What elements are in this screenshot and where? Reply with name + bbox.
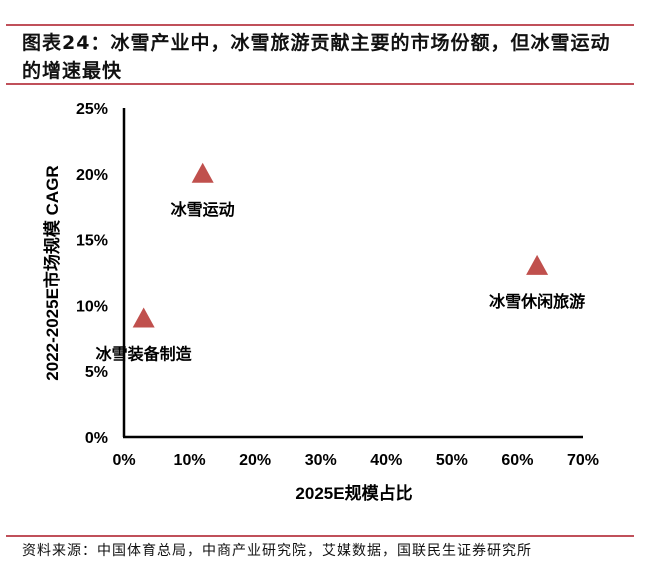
data-label: 冰雪休闲旅游 — [489, 292, 585, 311]
triangle-marker-icon — [191, 162, 214, 183]
data-label: 冰雪装备制造 — [96, 345, 193, 364]
y-tick-label: 5% — [85, 364, 108, 381]
x-tick-labels: 0% 10% 20% 30% 40% 50% 60% 70% — [112, 452, 599, 469]
x-tick-label: 30% — [305, 452, 337, 469]
y-tick-labels: 0% 5% 10% 15% 20% 25% — [76, 101, 108, 447]
x-tick-label: 40% — [370, 452, 402, 469]
x-tick-label: 0% — [112, 452, 135, 469]
source-note: 资料来源：中国体育总局，中商产业研究院，艾媒数据，国联民生证券研究所 — [22, 543, 532, 559]
y-tick-label: 15% — [76, 233, 108, 250]
y-tick-label: 20% — [76, 167, 108, 184]
x-axis-label: 2025E规模占比 — [295, 483, 412, 503]
y-axis-label: 2022-2025E市场规模 CAGR — [42, 165, 62, 380]
triangle-marker-icon — [132, 307, 155, 328]
x-tick-label: 10% — [174, 452, 206, 469]
title-bottom-rule — [6, 83, 634, 85]
x-tick-label: 70% — [567, 452, 599, 469]
chart-title: 图表24：冰雪产业中，冰雪旅游贡献主要的市场份额，但冰雪运动的增速最快 — [22, 32, 611, 82]
data-label: 冰雪运动 — [171, 200, 235, 219]
data-point: 冰雪装备制造 — [96, 307, 193, 364]
y-tick-label: 0% — [85, 430, 108, 447]
triangle-marker-icon — [526, 254, 549, 275]
x-tick-label: 50% — [436, 452, 468, 469]
scatter-chart: 2022-2025E市场规模 CAGR 0% 5% 10% 15% 20% 25% 0% 1… — [42, 101, 599, 503]
y-tick-label: 25% — [76, 101, 108, 118]
x-tick-label: 20% — [239, 452, 271, 469]
x-tick-label: 60% — [501, 452, 533, 469]
data-point: 冰雪休闲旅游 — [489, 254, 585, 311]
title-top-rule — [6, 24, 634, 26]
y-tick-label: 10% — [76, 298, 108, 315]
source-top-rule — [6, 535, 634, 537]
data-point: 冰雪运动 — [171, 162, 235, 219]
